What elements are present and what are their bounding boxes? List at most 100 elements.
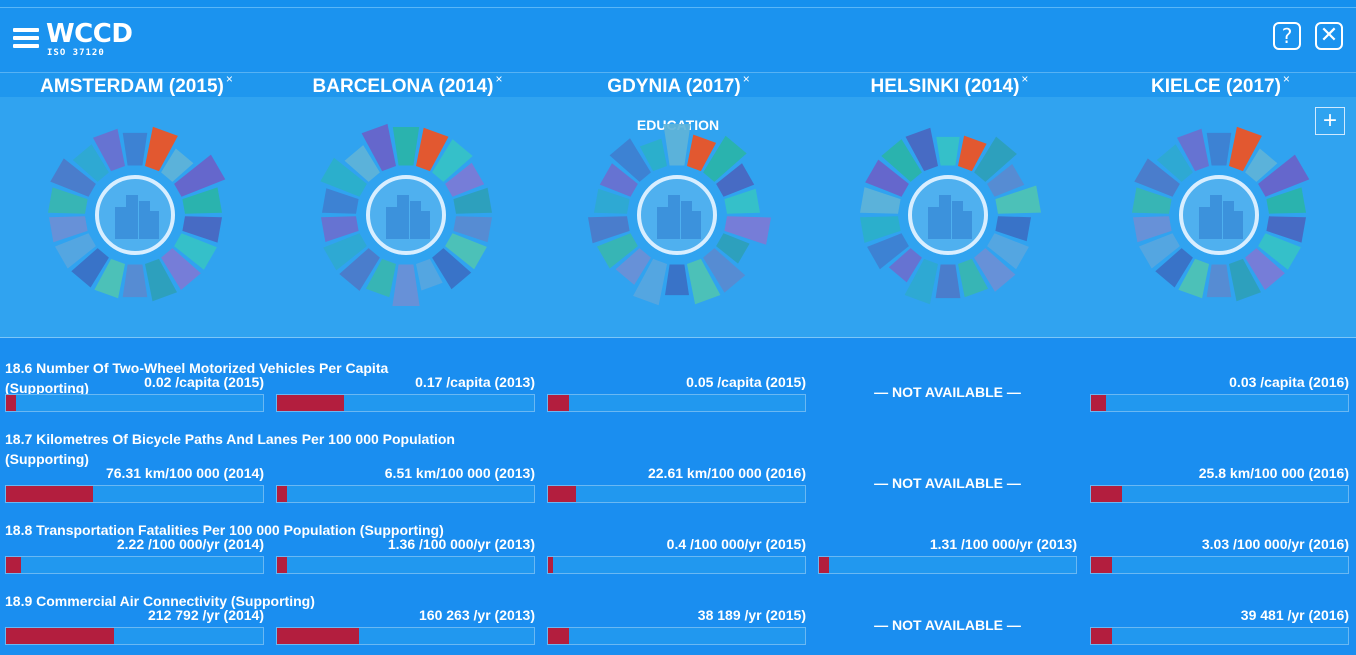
theme-wheel[interactable] (813, 97, 1084, 337)
theme-segment[interactable] (905, 127, 939, 172)
theme-segment[interactable] (392, 264, 420, 307)
theme-segment[interactable] (161, 248, 201, 290)
theme-segment[interactable] (987, 233, 1029, 270)
theme-segment[interactable] (48, 187, 88, 214)
theme-segment[interactable] (1245, 248, 1285, 290)
theme-segment[interactable] (663, 124, 691, 166)
close-button[interactable]: ✕ (1315, 22, 1343, 50)
theme-segment[interactable] (687, 258, 721, 305)
theme-wheel[interactable] (1084, 97, 1355, 337)
theme-segment[interactable] (72, 144, 109, 182)
theme-segment[interactable] (1229, 258, 1261, 302)
theme-segment[interactable] (888, 248, 922, 283)
theme-segment[interactable] (1155, 248, 1193, 288)
theme-segment[interactable] (987, 164, 1025, 197)
theme-segment[interactable] (633, 258, 667, 306)
theme-segment[interactable] (361, 123, 396, 172)
theme-segment[interactable] (365, 258, 396, 298)
theme-segment[interactable] (322, 188, 359, 214)
theme-segment[interactable] (599, 163, 638, 197)
remove-city-button[interactable]: × (495, 72, 503, 86)
theme-segment[interactable] (55, 233, 96, 269)
theme-segment[interactable] (453, 216, 492, 243)
theme-segment[interactable] (174, 233, 217, 270)
theme-segment[interactable] (323, 233, 367, 271)
theme-segment[interactable] (145, 258, 177, 302)
add-city-button[interactable]: + (1315, 107, 1345, 135)
theme-segment[interactable] (609, 138, 651, 182)
theme-segment[interactable] (716, 233, 750, 264)
theme-segment[interactable] (1266, 187, 1306, 214)
theme-segment[interactable] (865, 159, 909, 197)
theme-segment[interactable] (161, 148, 194, 182)
remove-city-button[interactable]: × (225, 72, 233, 86)
theme-segment[interactable] (1139, 233, 1180, 269)
theme-segment[interactable] (174, 154, 226, 197)
theme-wheel[interactable] (0, 97, 271, 337)
remove-city-button[interactable]: × (742, 72, 750, 86)
theme-segment[interactable] (1156, 144, 1193, 182)
theme-segment[interactable] (703, 248, 746, 293)
theme-segment[interactable] (995, 185, 1041, 214)
theme-segment[interactable] (1133, 216, 1172, 243)
theme-segment[interactable] (703, 135, 747, 182)
help-button[interactable]: ? (1273, 22, 1301, 50)
theme-segment[interactable] (339, 248, 380, 291)
theme-segment[interactable] (49, 216, 88, 243)
theme-segment[interactable] (71, 248, 109, 288)
theme-segment[interactable] (594, 188, 630, 214)
theme-segment[interactable] (445, 233, 487, 270)
theme-segment[interactable] (344, 145, 380, 182)
theme-segment[interactable] (432, 248, 472, 290)
menu-icon[interactable] (13, 28, 39, 50)
remove-city-button[interactable]: × (1282, 72, 1290, 86)
theme-segment[interactable] (860, 187, 901, 214)
theme-segment[interactable] (122, 132, 148, 166)
theme-segment[interactable] (1258, 154, 1310, 197)
theme-segment-active[interactable] (958, 135, 987, 172)
theme-segment[interactable] (958, 258, 989, 298)
theme-segment[interactable] (320, 157, 367, 197)
theme-segment[interactable] (995, 216, 1031, 242)
theme-segment-active[interactable] (416, 127, 449, 172)
theme-segment[interactable] (639, 138, 667, 172)
theme-segment[interactable] (1266, 216, 1306, 243)
theme-segment[interactable] (432, 139, 473, 182)
theme-segment[interactable] (1134, 158, 1180, 197)
theme-segment[interactable] (615, 248, 651, 285)
theme-segment[interactable] (724, 216, 771, 245)
theme-segment[interactable] (904, 258, 938, 305)
theme-segment[interactable] (935, 264, 961, 299)
theme-segment[interactable] (182, 216, 222, 243)
theme-segment[interactable] (860, 216, 901, 243)
theme-segment[interactable] (1258, 233, 1301, 270)
theme-segment[interactable] (93, 128, 125, 172)
theme-segment[interactable] (321, 216, 359, 242)
theme-segment[interactable] (1206, 264, 1232, 298)
theme-segment-active[interactable] (687, 134, 717, 172)
theme-wheel[interactable] (542, 97, 813, 337)
remove-city-button[interactable]: × (1021, 72, 1029, 86)
theme-segment[interactable] (50, 158, 96, 197)
theme-segment[interactable] (453, 187, 492, 214)
theme-segment-active[interactable] (145, 126, 178, 172)
theme-segment[interactable] (392, 127, 420, 166)
theme-segment[interactable] (1178, 258, 1209, 299)
theme-wheel[interactable] (271, 97, 542, 337)
theme-segment[interactable] (867, 233, 909, 270)
theme-segment[interactable] (936, 136, 960, 166)
theme-segment[interactable] (588, 216, 630, 244)
theme-segment[interactable] (416, 258, 443, 291)
theme-segment-active[interactable] (1229, 126, 1262, 172)
theme-segment[interactable] (974, 248, 1016, 292)
theme-segment[interactable] (724, 188, 760, 214)
theme-segment[interactable] (1177, 128, 1209, 172)
theme-segment[interactable] (1245, 148, 1278, 182)
theme-segment[interactable] (122, 264, 148, 298)
theme-segment[interactable] (182, 187, 222, 214)
theme-segment[interactable] (716, 163, 755, 197)
theme-segment[interactable] (445, 162, 485, 197)
theme-segment[interactable] (1132, 187, 1172, 214)
theme-segment[interactable] (597, 233, 638, 269)
theme-segment[interactable] (94, 258, 125, 299)
